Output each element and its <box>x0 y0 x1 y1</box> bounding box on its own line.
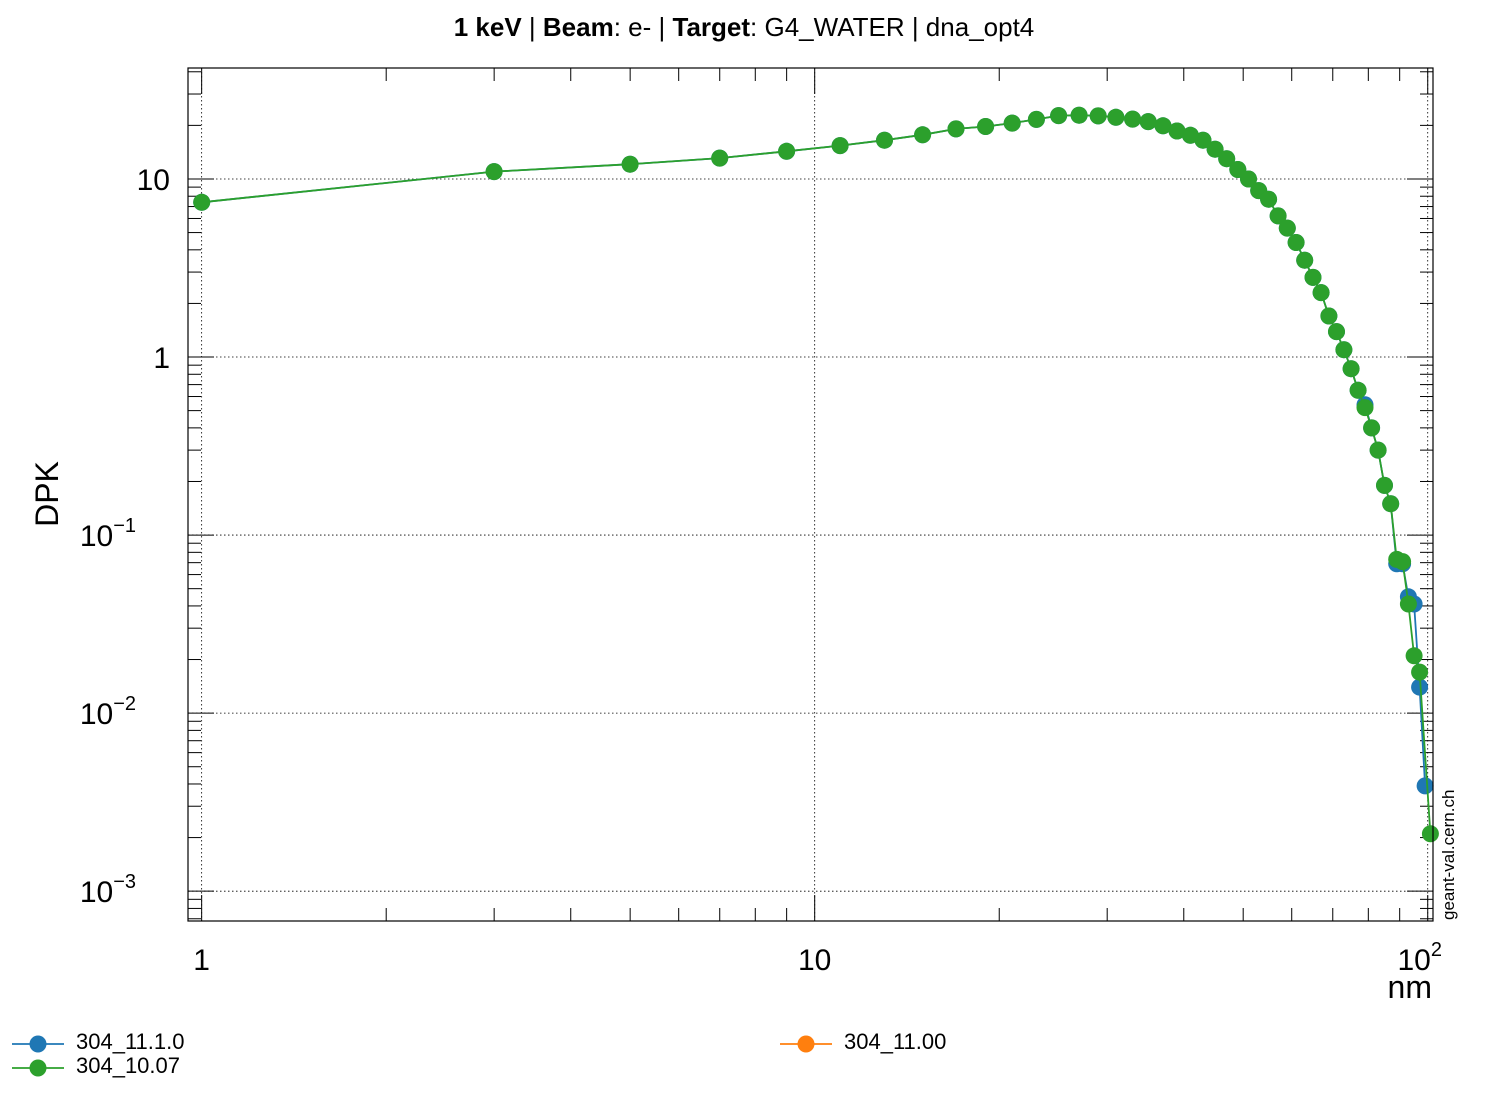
data-point <box>1003 114 1021 132</box>
data-point <box>1405 647 1423 665</box>
y-tick-label: 10 <box>137 164 170 197</box>
y-tick-label-base: 10 <box>80 698 113 731</box>
x-axis-label: nm <box>1388 969 1432 1005</box>
legend: 304_11.1.0 304_11.00 304_10.07 <box>12 1029 946 1078</box>
data-point <box>621 155 639 173</box>
data-point <box>1349 381 1367 399</box>
data-point <box>1050 107 1068 125</box>
series-layer <box>193 106 1439 843</box>
data-point <box>914 126 932 144</box>
data-point <box>1107 108 1125 126</box>
y-tick-label-base: 10 <box>80 876 113 909</box>
data-point <box>1070 106 1088 124</box>
data-point <box>1304 268 1322 286</box>
x-tick-label: 102 <box>1397 939 1442 977</box>
y-tick-label-base: 1 <box>153 342 170 375</box>
data-point <box>1376 476 1393 494</box>
data-point <box>1240 170 1257 188</box>
legend-marker <box>29 1035 47 1053</box>
data-point <box>1089 107 1107 125</box>
data-point <box>1139 113 1157 131</box>
data-point <box>1411 663 1429 681</box>
data-point <box>1394 553 1412 571</box>
data-point <box>1363 419 1381 437</box>
data-point <box>778 142 796 160</box>
legend-marker <box>29 1059 47 1077</box>
y-tick-label-exp: −2 <box>113 693 136 715</box>
title-part: Target <box>673 12 751 42</box>
data-point <box>1356 399 1374 417</box>
data-point <box>1027 110 1045 128</box>
title-part: | <box>522 12 543 42</box>
data-point <box>831 137 849 155</box>
grid <box>188 68 1433 921</box>
series-304_11.1.0 <box>193 106 1434 795</box>
data-point <box>1382 495 1400 513</box>
x-tick-label-base: 10 <box>1397 944 1430 977</box>
data-point <box>1194 131 1212 149</box>
legend-entry: 304_10.07 <box>12 1053 180 1078</box>
data-point <box>977 118 995 135</box>
x-tick-label: 10 <box>798 944 831 977</box>
data-point <box>947 120 965 138</box>
data-point <box>711 149 729 167</box>
data-point <box>1342 360 1360 378</box>
plot-frame <box>187 67 1434 922</box>
data-point <box>1296 251 1314 269</box>
data-point <box>1154 117 1172 135</box>
data-point <box>1335 341 1353 359</box>
y-tick-label: 10−1 <box>80 515 136 553</box>
data-point <box>1399 595 1417 613</box>
data-point <box>1124 110 1142 128</box>
data-point <box>1218 150 1236 168</box>
data-point <box>193 193 211 211</box>
legend-label: 304_11.00 <box>844 1029 946 1054</box>
data-point <box>485 163 503 181</box>
data-point <box>1328 323 1345 341</box>
series-line <box>201 114 1426 786</box>
legend-label: 304_11.1.0 <box>76 1029 184 1054</box>
legend-entry: 304_11.00 <box>780 1029 946 1054</box>
x-tick-label-base: 1 <box>193 944 210 977</box>
y-tick-label-base: 10 <box>80 520 113 553</box>
x-tick-label-base: 10 <box>798 944 831 977</box>
data-point <box>1416 777 1434 795</box>
series-304_10.07 <box>193 106 1439 843</box>
title-part: : e- | <box>614 12 673 42</box>
title-part: : G4_WATER | dna_opt4 <box>750 12 1034 42</box>
x-tick-label: 1 <box>193 944 210 977</box>
axes <box>188 68 1433 921</box>
data-point <box>1168 122 1186 140</box>
y-tick-label: 10−2 <box>80 693 136 731</box>
x-tick-label-exp: 2 <box>1431 939 1442 961</box>
data-point <box>1269 207 1287 225</box>
title-part: Beam <box>543 12 614 42</box>
series-line <box>201 114 1432 834</box>
legend-label: 304_10.07 <box>76 1053 180 1078</box>
data-point <box>1421 825 1439 843</box>
chart-title: 1 keV | Beam: e- | Target: G4_WATER | dn… <box>454 12 1035 42</box>
data-point <box>1369 441 1387 459</box>
data-point <box>876 131 893 149</box>
data-point <box>1206 140 1224 158</box>
data-point <box>1278 219 1296 237</box>
data-point <box>1287 234 1305 251</box>
legend-entry: 304_11.1.0 <box>12 1029 184 1054</box>
data-point <box>1312 284 1330 302</box>
data-point <box>1411 678 1429 696</box>
data-point <box>1320 307 1338 325</box>
y-tick-label-exp: −1 <box>113 515 136 537</box>
y-axis-label: DPK <box>29 461 65 527</box>
y-tick-label-base: 10 <box>137 164 170 197</box>
title-part: 1 keV <box>454 12 523 42</box>
watermark: geant-val.cern.ch <box>1439 790 1458 920</box>
legend-marker <box>797 1035 815 1053</box>
y-tick-label-exp: −3 <box>113 871 136 893</box>
data-point <box>1260 190 1278 208</box>
y-tick-label: 10−3 <box>80 871 136 909</box>
y-tick-label: 1 <box>153 342 170 375</box>
